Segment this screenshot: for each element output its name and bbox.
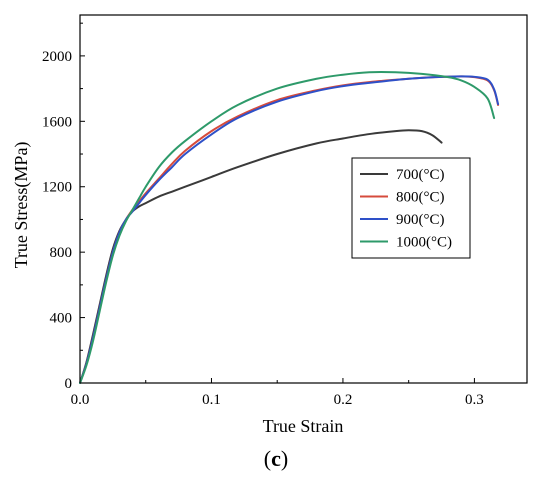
legend-label: 700(°C) [396, 167, 445, 183]
x-tick-label: 0.3 [465, 392, 484, 408]
y-tick-label: 1600 [42, 114, 72, 130]
y-axis-title: True Stress(MPa) [11, 142, 32, 269]
series-lines [79, 70, 500, 384]
plot-area [79, 14, 528, 384]
panel-label: (c) [264, 446, 288, 471]
series-line-3 [79, 70, 496, 384]
x-tick-label: 0.1 [202, 392, 221, 408]
axis-ticks: 0.0 0.1 0.2 0.3 0 400 800 1200 1600 2000 [42, 22, 484, 408]
y-tick-label: 400 [50, 311, 73, 327]
x-axis-title: True Strain [263, 416, 344, 436]
x-tick-label: 0.2 [334, 392, 353, 408]
y-tick-label: 1200 [42, 180, 72, 196]
x-tick-label: 0.0 [71, 392, 90, 408]
legend-label: 900(°C) [396, 212, 445, 228]
legend: 700(°C) 800(°C) 900(°C) 1000(°C) [351, 157, 471, 259]
y-tick-label: 800 [50, 245, 73, 261]
plot-frame [79, 14, 528, 384]
y-tick-label: 2000 [42, 49, 72, 65]
legend-label: 800(°C) [396, 190, 445, 206]
y-tick-label: 0 [65, 376, 73, 392]
legend-label: 1000(°C) [396, 235, 452, 251]
